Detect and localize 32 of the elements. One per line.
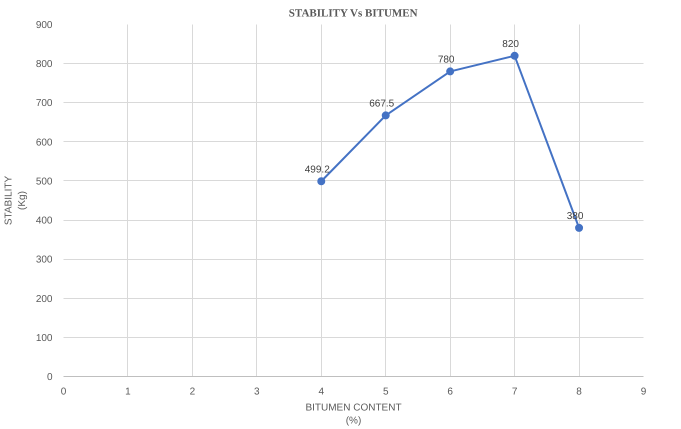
x-tick-label: 8 [576, 386, 582, 398]
y-tick-label: 800 [36, 59, 53, 70]
data-label: 820 [502, 38, 520, 50]
y-tick-label: 700 [36, 98, 53, 110]
point [317, 177, 326, 186]
y-tick-label: 900 [36, 20, 53, 31]
y-tick-label: 600 [36, 137, 53, 148]
y-axis-title: STABILITY (Kg) [4, 176, 28, 226]
x-tick-label: 0 [60, 386, 67, 398]
data-label: 667.5 [369, 98, 395, 110]
x-tick-label: 5 [382, 386, 389, 398]
y-tick-label: 100 [36, 332, 53, 344]
x-tick-label: 2 [190, 386, 196, 398]
x-tick-label: 1 [125, 386, 132, 398]
data-label: 780 [438, 54, 455, 66]
data-label: 499.2 [304, 164, 330, 176]
point [575, 224, 584, 232]
y-tick-label: 200 [36, 294, 53, 305]
x-tick-label: 7 [512, 386, 518, 398]
x-tick-label: 4 [318, 386, 324, 398]
y-tick-label: 300 [36, 254, 53, 266]
y-tick-label: 0 [46, 372, 53, 383]
y-tick-label: 500 [36, 176, 53, 188]
point [510, 52, 519, 60]
x-tick-label: 6 [447, 386, 454, 398]
point [382, 111, 390, 120]
y-tick-label: 400 [36, 216, 53, 227]
chart-title: STABILITY Vs BITUMEN [288, 8, 418, 20]
point [446, 67, 454, 76]
x-axis-title: BITUMEN CONTENT (%) [305, 402, 402, 427]
x-tick-label: 3 [254, 386, 260, 398]
x-tick-label: 9 [640, 386, 647, 398]
